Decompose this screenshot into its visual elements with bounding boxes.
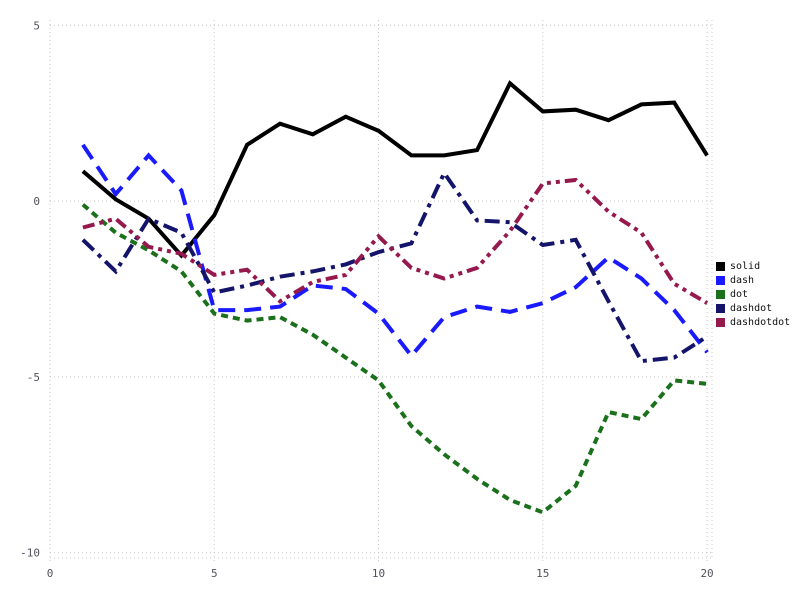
legend-item-dashdot: dashdot [716,303,790,314]
x-tick-label: 0 [47,567,54,580]
x-tick-label: 20 [700,567,713,580]
y-tick-label: -10 [20,547,40,560]
series-line-dashdotdot [82,177,709,305]
legend-swatch-dashdot [716,304,725,313]
series-line-solid [81,80,709,259]
legend-swatch-dashdotdot [716,318,725,327]
x-tick-label: 10 [372,567,385,580]
series-line-dash [81,143,709,359]
x-tick-label: 5 [211,567,218,580]
legend-item-dashdotdot: dashdotdot [716,317,790,328]
legend-swatch-dash [716,276,725,285]
legend-swatch-solid [716,262,725,271]
series-line-dot [81,203,708,515]
legend-item-dash: dash [716,275,790,286]
legend-label: dashdot [730,303,773,314]
axis-tick-labels: 0 5 10 15 20 5 0 -5 -10 [20,19,714,580]
legend-item-dot: dot [716,289,790,300]
y-tick-label: 0 [33,195,40,208]
legend-label: dash [730,275,755,286]
y-tick-label: 5 [33,19,40,32]
series-line-dashdot [81,169,709,364]
legend-label: dot [730,289,749,300]
gridlines [49,20,713,563]
y-tick-label: -5 [27,371,40,384]
x-tick-label: 15 [536,567,549,580]
legend-label: solid [730,261,761,272]
legend-label: dashdotdot [730,317,791,328]
legend-item-solid: solid [716,261,790,272]
legend: solid dash dot dashdot dashdotdot [716,261,790,328]
legend-swatch-dot [716,290,725,299]
